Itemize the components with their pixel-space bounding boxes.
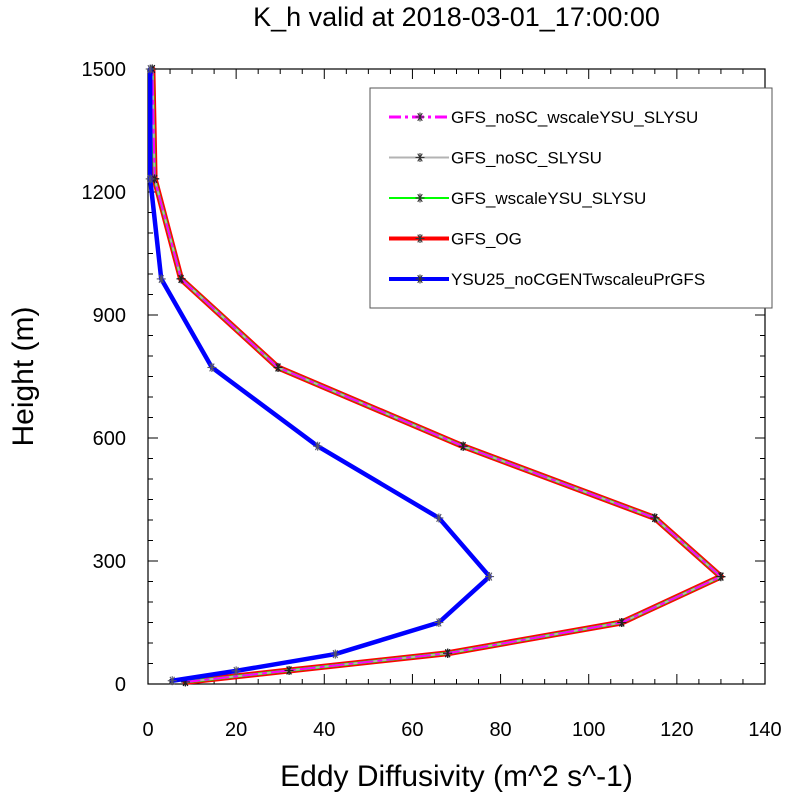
legend: GFS_noSC_wscaleYSU_SLYSU GFS_noSC_SLYSU GF… bbox=[369, 87, 773, 309]
x-tick-label: 140 bbox=[748, 719, 781, 741]
data-point bbox=[284, 665, 294, 675]
data-point bbox=[443, 648, 453, 658]
plot-area: 0 20 40 60 80 100 120 140 0 300 600 900 1200 1500 bbox=[82, 59, 782, 741]
data-point bbox=[145, 64, 155, 74]
legend-label: GFS_noSC_wscaleYSU_SLYSU bbox=[451, 108, 698, 127]
legend-label: YSU25_noCGENTwscaleuPrGFS bbox=[451, 270, 705, 289]
series-GFS_noSC_wscaleYSU_SLYSU bbox=[147, 64, 726, 687]
data-point bbox=[167, 676, 177, 686]
legend-item: GFS_wscaleYSU_SLYSU bbox=[389, 189, 646, 208]
y-axis-label: Height (m) bbox=[7, 306, 40, 446]
legend-item: GFS_noSC_SLYSU bbox=[389, 149, 602, 168]
data-point bbox=[716, 572, 726, 582]
y-tick-label: 1500 bbox=[82, 59, 127, 81]
data-point bbox=[434, 618, 444, 627]
data-point bbox=[273, 362, 283, 372]
data-point bbox=[156, 274, 166, 284]
x-tick-label: 0 bbox=[142, 719, 153, 741]
x-tick-label: 120 bbox=[660, 719, 693, 741]
data-point bbox=[207, 362, 217, 372]
data-point bbox=[434, 513, 444, 523]
data-point bbox=[458, 441, 468, 451]
data-point bbox=[415, 112, 425, 122]
y-tick-label: 0 bbox=[115, 674, 126, 696]
y-tick-label: 900 bbox=[93, 305, 126, 327]
x-tick-label: 80 bbox=[489, 719, 511, 741]
data-point bbox=[176, 274, 186, 284]
data-point bbox=[231, 666, 241, 676]
y-tick-label: 600 bbox=[93, 428, 126, 450]
data-point bbox=[650, 513, 660, 523]
data-point bbox=[617, 618, 627, 627]
x-tick-label: 40 bbox=[313, 719, 335, 741]
data-point bbox=[313, 441, 323, 451]
legend-label: GFS_wscaleYSU_SLYSU bbox=[451, 189, 646, 208]
data-point bbox=[415, 234, 425, 243]
y-tick-label: 300 bbox=[93, 551, 126, 573]
data-point bbox=[145, 174, 155, 184]
legend-label: GFS_noSC_SLYSU bbox=[451, 149, 602, 168]
x-tick-label: 60 bbox=[401, 719, 423, 741]
data-point bbox=[415, 153, 425, 162]
x-axis-label: Eddy Diffusivity (m^2 s^-1) bbox=[280, 760, 633, 793]
y-tick-label: 1200 bbox=[82, 182, 127, 204]
legend-item: GFS_noSC_wscaleYSU_SLYSU bbox=[389, 108, 698, 127]
data-point bbox=[415, 193, 425, 203]
series-YSU25_noCGENTwscaleuPrGFS bbox=[145, 64, 495, 686]
chart-title: K_h valid at 2018-03-01_17:00:00 bbox=[253, 2, 660, 32]
legend-item: YSU25_noCGENTwscaleuPrGFS bbox=[389, 270, 705, 289]
x-tick-label: 20 bbox=[225, 719, 247, 741]
data-point bbox=[330, 649, 340, 659]
data-point bbox=[485, 572, 495, 582]
x-tick-label: 100 bbox=[572, 719, 605, 741]
legend-label: GFS_OG bbox=[451, 230, 522, 249]
data-point bbox=[415, 274, 425, 284]
legend-item: GFS_OG bbox=[389, 230, 522, 249]
